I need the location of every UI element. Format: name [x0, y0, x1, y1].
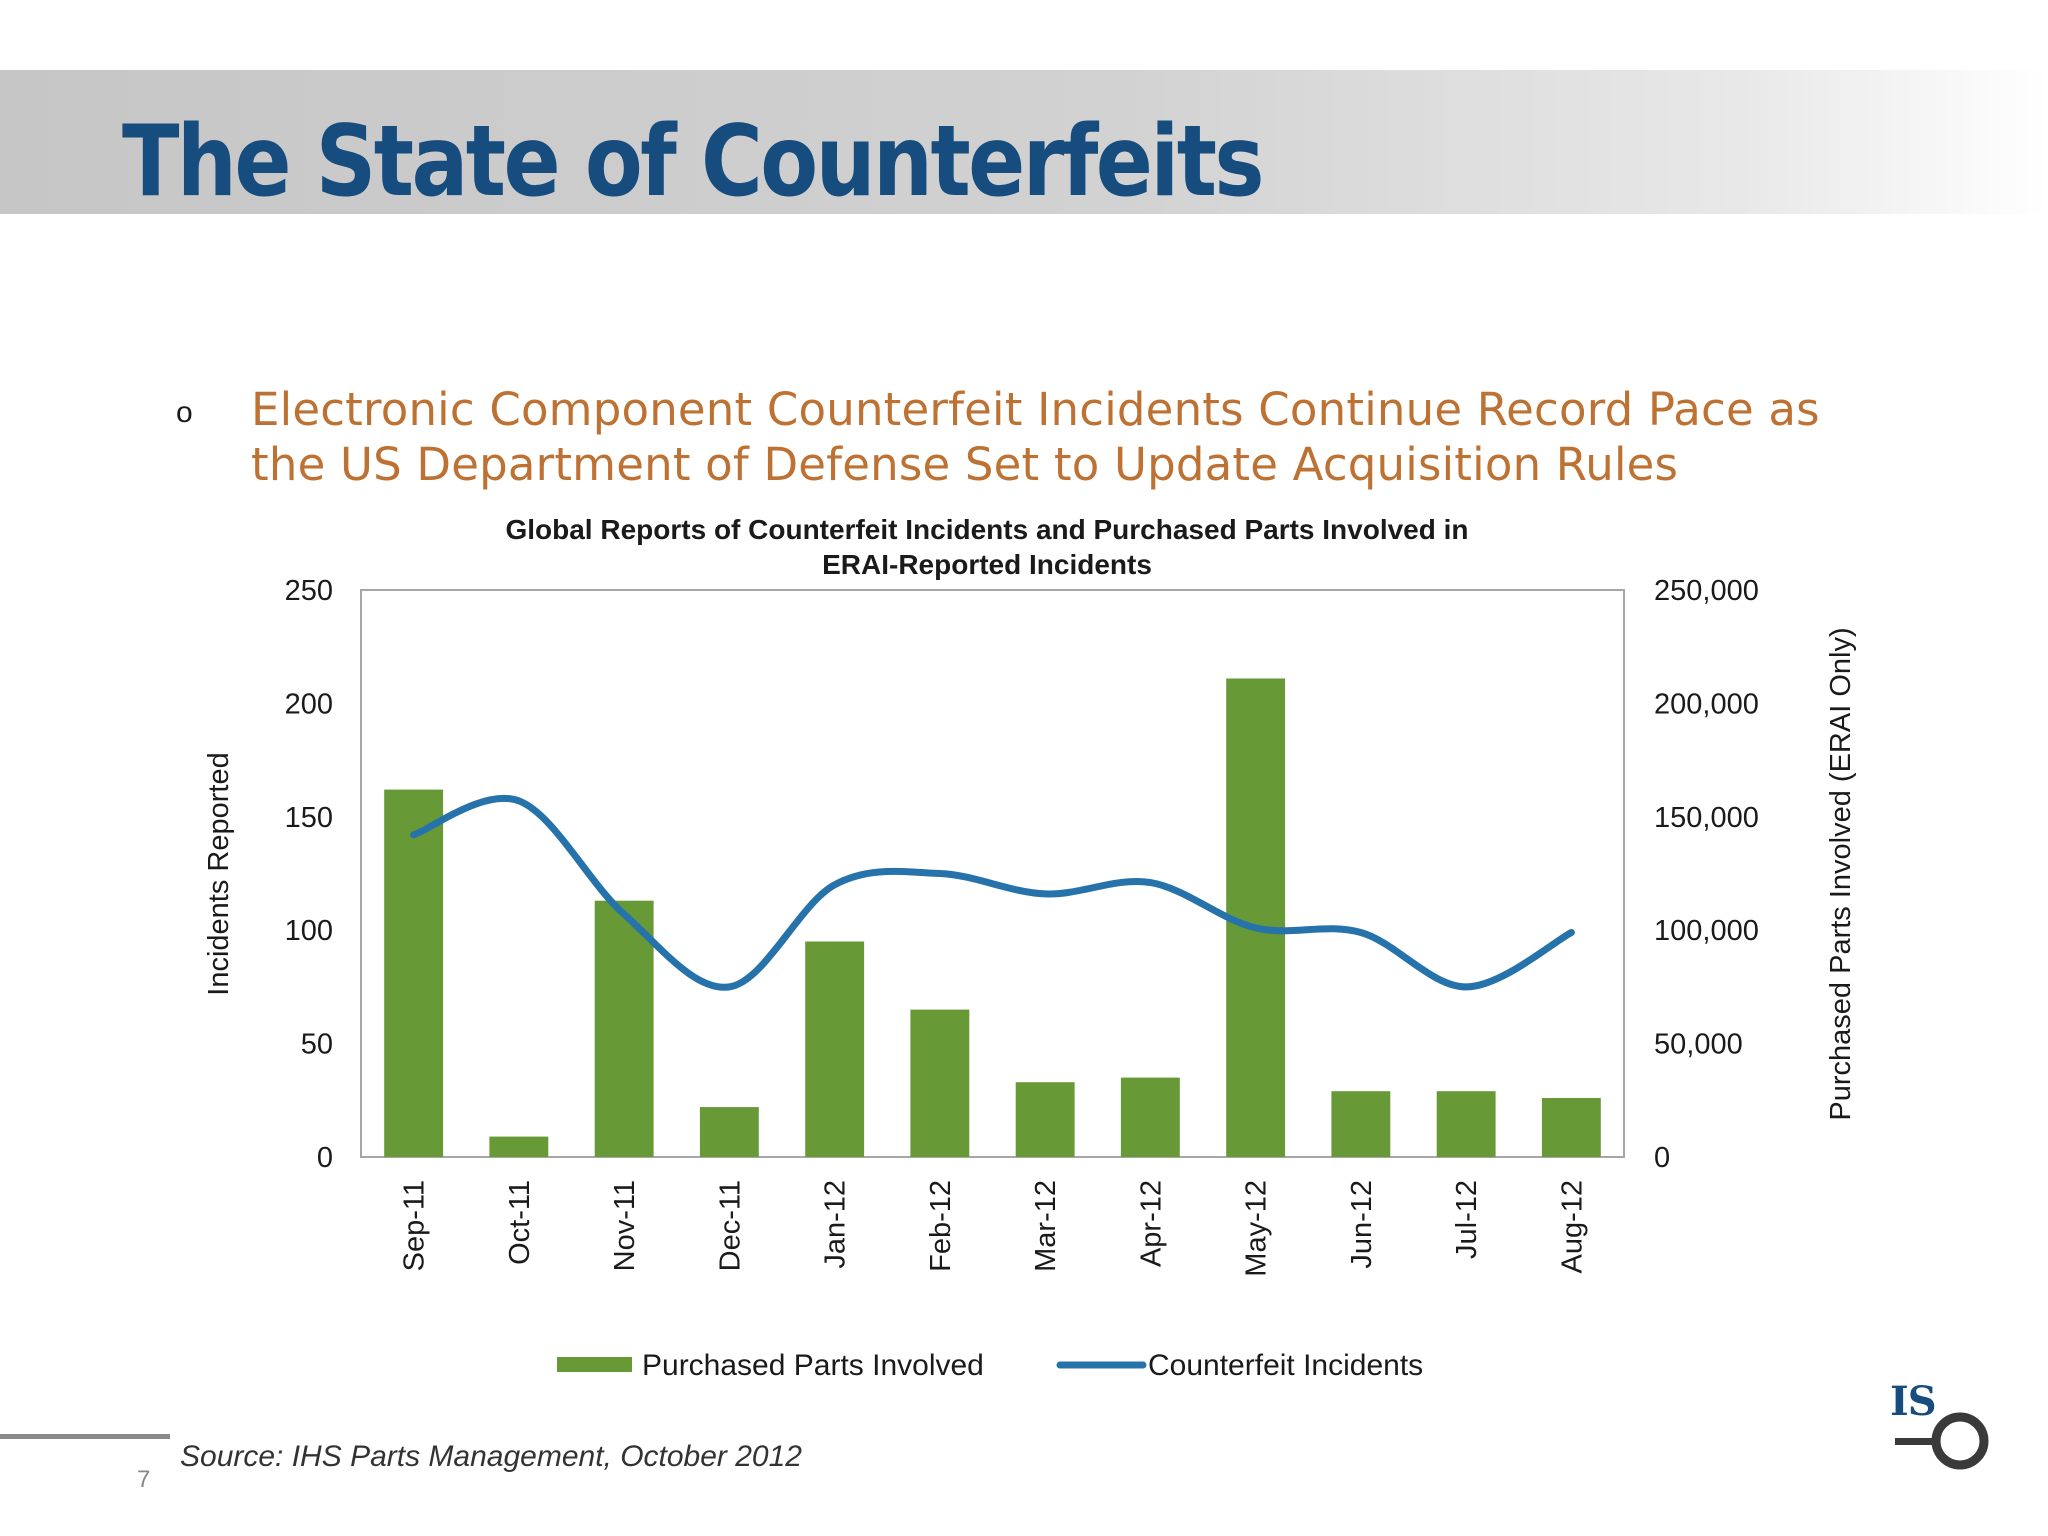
x-tick-sep-11: Sep-11 [399, 1180, 431, 1271]
x-tick-nov-11: Nov-11 [609, 1180, 641, 1271]
slide-title: The State of Counterfeits [122, 105, 1265, 219]
y2-tick-100000: 100,000 [1654, 915, 1759, 947]
title-band [0, 70, 2048, 214]
page-number: 7 [137, 1466, 151, 1493]
y-axis-label: Incidents Reported [203, 752, 235, 995]
y2-tick-250000: 250,000 [1654, 575, 1759, 607]
y2-tick-50000: 50,000 [1654, 1029, 1743, 1061]
ihs-logo-circle-icon [1895, 1412, 1989, 1470]
y2-tick-150000: 150,000 [1654, 802, 1759, 834]
x-tick-apr-12: Apr-12 [1135, 1180, 1167, 1267]
bar-apr-12 [1120, 1077, 1180, 1157]
bar-sep-11 [384, 789, 444, 1157]
x-tick-jul-12: Jul-12 [1451, 1180, 1483, 1259]
bar-nov-11 [594, 900, 654, 1157]
bar-oct-11 [489, 1136, 549, 1157]
x-tick-mar-12: Mar-12 [1030, 1180, 1062, 1272]
bullet-text: Electronic Component Counterfeit Inciden… [251, 383, 1820, 491]
y-tick-150: 150 [285, 802, 333, 834]
y2-axis-label: Purchased Parts Involved (ERAI Only) [1825, 627, 1857, 1120]
y-tick-100: 100 [285, 915, 333, 947]
legend-swatch-purchased-parts [557, 1357, 632, 1372]
plot-area-frame [360, 589, 1625, 1158]
bar-aug-12 [1541, 1098, 1601, 1157]
footer-rule [0, 1434, 170, 1439]
y2-tick-0: 0 [1654, 1142, 1670, 1174]
bar-jul-12 [1436, 1091, 1496, 1157]
bar-dec-11 [699, 1107, 759, 1157]
bar-jun-12 [1331, 1091, 1391, 1157]
y-tick-0: 0 [317, 1142, 333, 1174]
y-tick-250: 250 [285, 575, 333, 607]
x-tick-may-12: May-12 [1241, 1180, 1273, 1277]
x-tick-aug-12: Aug-12 [1556, 1180, 1588, 1274]
legend-label-counterfeit-incidents: Counterfeit Incidents [1148, 1349, 1423, 1382]
line-counterfeit-incidents [410, 794, 1575, 991]
bar-mar-12 [1015, 1082, 1075, 1157]
source-note: Source: IHS Parts Management, October 20… [180, 1440, 802, 1473]
chart-title-line-1: Global Reports of Counterfeit Incidents … [505, 514, 1468, 545]
y-tick-200: 200 [285, 688, 333, 720]
y2-tick-200000: 200,000 [1654, 688, 1759, 720]
y-tick-50: 50 [301, 1029, 333, 1061]
chart-title-line-2: ERAI-Reported Incidents [822, 549, 1152, 580]
x-tick-feb-12: Feb-12 [925, 1180, 957, 1272]
legend-label-purchased-parts: Purchased Parts Involved [642, 1349, 984, 1382]
bar-jan-12 [805, 941, 865, 1157]
x-tick-jan-12: Jan-12 [820, 1180, 852, 1269]
brand-text: IS [1890, 1378, 1937, 1425]
x-tick-oct-11: Oct-11 [504, 1180, 536, 1265]
x-tick-dec-11: Dec-11 [714, 1180, 746, 1271]
bullet-marker: o [176, 396, 193, 429]
x-tick-jun-12: Jun-12 [1346, 1180, 1378, 1269]
bar-feb-12 [910, 1009, 970, 1157]
